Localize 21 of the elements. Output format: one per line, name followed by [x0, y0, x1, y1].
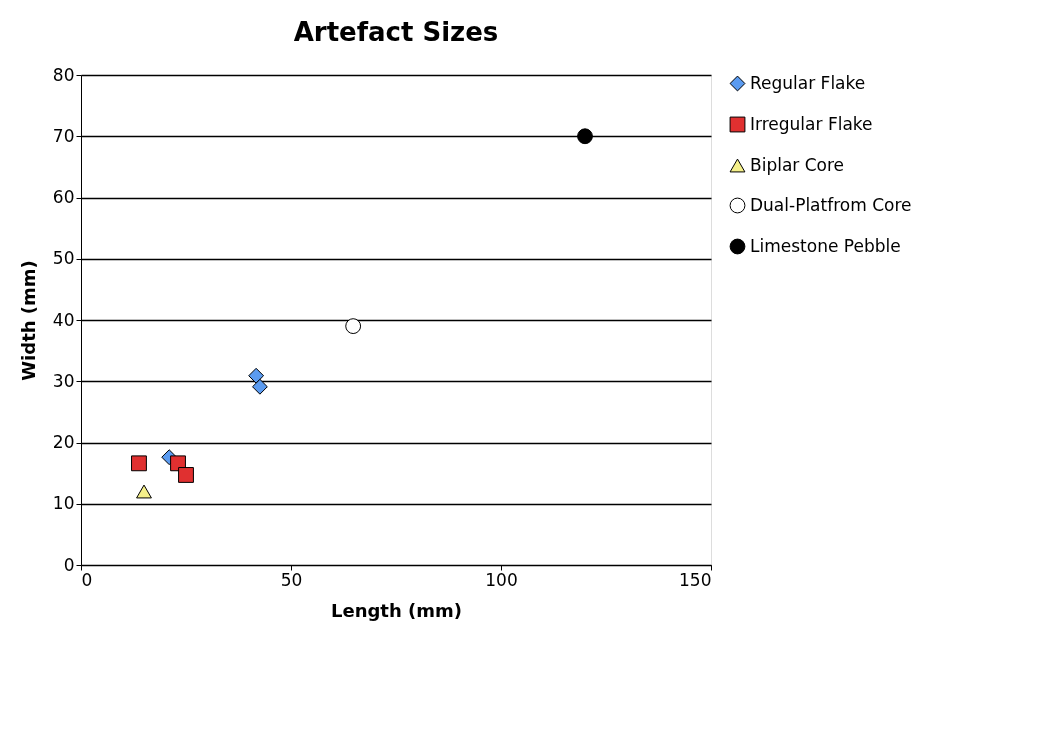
legend-label: Dual-Platfrom Core: [750, 194, 912, 215]
y-tick-label: 50: [52, 248, 75, 269]
y-tick-label: 70: [52, 125, 75, 146]
x-tick-label: 150: [679, 569, 712, 590]
legend-label: Limestone Pebble: [750, 235, 901, 256]
legend-label: Regular Flake: [750, 72, 866, 93]
x-tick-label: 100: [485, 569, 518, 590]
x-tick-label: 50: [280, 569, 303, 590]
y-tick-label: 10: [52, 493, 75, 514]
x-tick-label: 0: [81, 569, 93, 590]
legend-label: Irregular Flake: [750, 113, 873, 134]
y-tick-label: 40: [52, 309, 75, 330]
y-tick-label: 20: [52, 432, 75, 452]
x-axis-title: Length (mm): [330, 599, 463, 621]
y-tick-label: 30: [52, 370, 75, 391]
legend-label: Biplar Core: [750, 154, 845, 175]
y-tick-label: 80: [52, 64, 75, 85]
chart-title: Artefact Sizes: [293, 17, 499, 47]
y-tick-label: 60: [52, 187, 75, 207]
y-tick-label: 0: [63, 554, 75, 575]
y-axis-title: Width (mm): [17, 260, 39, 381]
